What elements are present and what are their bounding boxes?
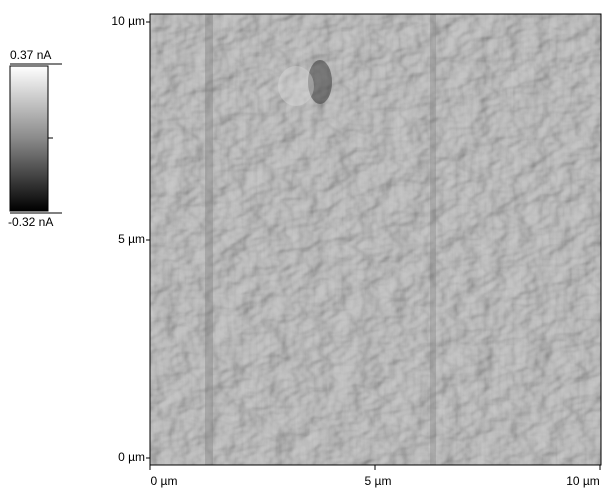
y-tick-label: 0 µm [118, 450, 145, 464]
x-axis: 0 µm 5 µm 10 µm [150, 465, 600, 488]
x-tick-label: 5 µm [365, 474, 392, 488]
colorbar: 0.37 nA -0.32 nA [8, 48, 62, 229]
afm-image [150, 14, 601, 465]
y-tick-label: 10 µm [111, 14, 145, 28]
x-tick-label: 10 µm [566, 474, 600, 488]
colorbar-gradient [10, 66, 48, 211]
y-axis: 10 µm 5 µm 0 µm [111, 14, 150, 464]
y-tick-label: 5 µm [118, 232, 145, 246]
colorbar-min-label: -0.32 nA [8, 215, 53, 229]
afm-figure: 10 µm 5 µm 0 µm 0 µm 5 µm 10 µm 0.37 nA … [0, 0, 604, 493]
colorbar-max-label: 0.37 nA [10, 48, 51, 62]
x-tick-label: 0 µm [151, 474, 178, 488]
